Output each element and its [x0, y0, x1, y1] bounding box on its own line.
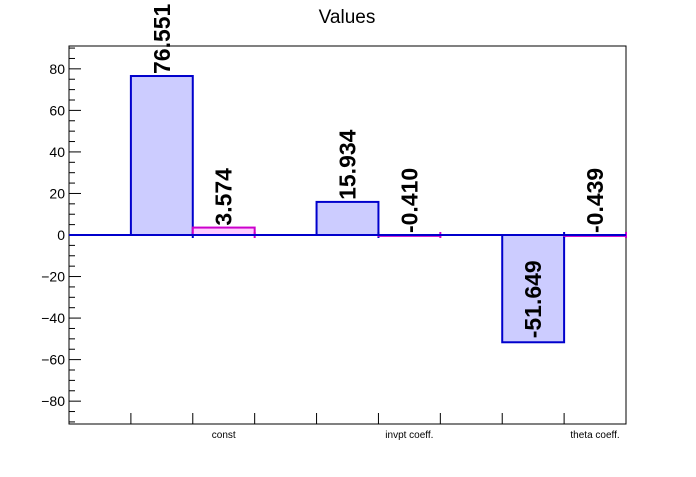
value-label: 76.551 [149, 3, 175, 74]
x-tick-label: theta coeff. [570, 430, 619, 441]
x-tick-label: const [212, 430, 236, 441]
value-label: -0.410 [396, 168, 422, 233]
y-tick-label: −20 [41, 269, 65, 285]
y-tick-label: 0 [57, 227, 65, 243]
value-label: -51.649 [520, 260, 546, 338]
bar [501, 234, 566, 344]
x-axis: const invpt coeff. theta coeff. [130, 413, 620, 441]
bars [129, 75, 627, 344]
y-tick-label: −80 [41, 393, 65, 409]
y-tick-label: −60 [41, 352, 65, 368]
x-tick-label: invpt coeff. [385, 430, 433, 441]
y-tick-label: 20 [49, 185, 65, 201]
y-axis: −80 −60 −40 −20 0 20 40 60 80 [41, 47, 81, 423]
value-labels: 76.551 3.574 15.934 -0.410 -51.649 -0.439 [149, 3, 608, 338]
y-tick-label: −40 [41, 310, 65, 326]
value-label: -0.439 [582, 168, 608, 233]
y-tick-label: 40 [49, 144, 65, 160]
bar [315, 200, 380, 237]
chart-title: Values [319, 7, 376, 28]
value-label: 15.934 [335, 129, 361, 200]
y-tick-label: 80 [49, 61, 65, 77]
bar [129, 75, 194, 236]
bar [191, 226, 256, 236]
value-label: 3.574 [211, 168, 237, 226]
y-tick-label: 60 [49, 102, 65, 118]
